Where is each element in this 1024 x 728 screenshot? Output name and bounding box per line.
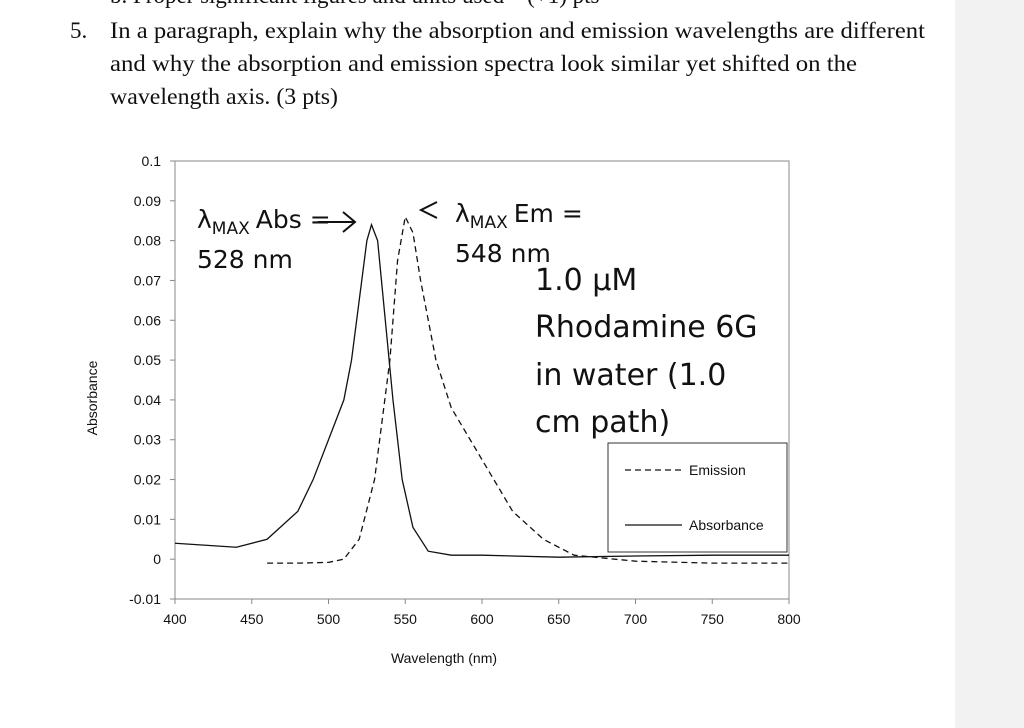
y-tick-label: 0.08 [134, 233, 161, 249]
x-tick-label: 650 [547, 611, 571, 627]
annotation-text: Abs = [256, 205, 331, 234]
cut-line: b. Proper significant figures and units … [110, 0, 600, 8]
x-tick-label: 400 [163, 611, 187, 627]
y-tick-label: -0.01 [129, 591, 161, 607]
question-line: In a paragraph, explain why the absorpti… [110, 18, 926, 43]
x-axis-label: Wavelength (nm) [391, 650, 497, 666]
annotation-symbol: λ [455, 199, 470, 228]
annotation: λMAX Em = [455, 199, 583, 233]
annotation: cm path) [535, 405, 670, 440]
x-tick-label: 700 [624, 611, 648, 627]
question-number: 5. [70, 18, 87, 43]
annotation-symbol: λ [197, 205, 212, 234]
annotation-arrow [418, 201, 438, 219]
x-tick-label: 450 [240, 611, 264, 627]
series-line [267, 214, 789, 564]
annotation: 548 nm [455, 239, 551, 268]
legend-box [607, 442, 788, 553]
y-tick-label: 0.06 [134, 312, 161, 328]
legend-label: Absorbance [689, 517, 764, 533]
y-tick-label: 0.01 [134, 511, 161, 527]
y-tick-label: 0.05 [134, 352, 161, 368]
annotation: 528 nm [197, 245, 293, 274]
x-tick-label: 750 [701, 611, 725, 627]
annotation-subscript: MAX [470, 213, 508, 233]
y-tick-label: 0.02 [134, 472, 161, 488]
annotation: in water (1.0 [535, 358, 726, 393]
y-tick-label: 0.04 [134, 392, 161, 408]
y-tick-label: 0.03 [134, 432, 161, 448]
annotation: 1.0 µM [535, 263, 637, 298]
x-tick-label: 800 [777, 611, 801, 627]
y-axis-label: Absorbance [84, 360, 100, 435]
series-line [174, 222, 789, 558]
legend-label: Emission [689, 462, 746, 478]
annotation-subscript: MAX [212, 219, 250, 239]
side-panel [955, 0, 1024, 728]
y-tick-label: 0.07 [134, 272, 161, 288]
question-line: wavelength axis. (3 pts) [110, 84, 338, 109]
x-tick-label: 550 [394, 611, 418, 627]
annotation-arrow [318, 211, 357, 233]
annotation: λMAX Abs = [197, 205, 331, 239]
question-line: and why the absorption and emission spec… [110, 51, 857, 76]
annotation: Rhodamine 6G [535, 310, 758, 345]
x-tick-label: 600 [470, 611, 494, 627]
x-tick-label: 500 [317, 611, 341, 627]
annotation-text: Em = [514, 199, 583, 228]
chart: Wavelength (nm) Absorbance λMAX Abs = 528… [84, 153, 801, 666]
y-tick-label: 0.1 [142, 153, 162, 169]
y-tick-label: 0 [153, 551, 161, 567]
y-tick-label: 0.09 [134, 193, 161, 209]
